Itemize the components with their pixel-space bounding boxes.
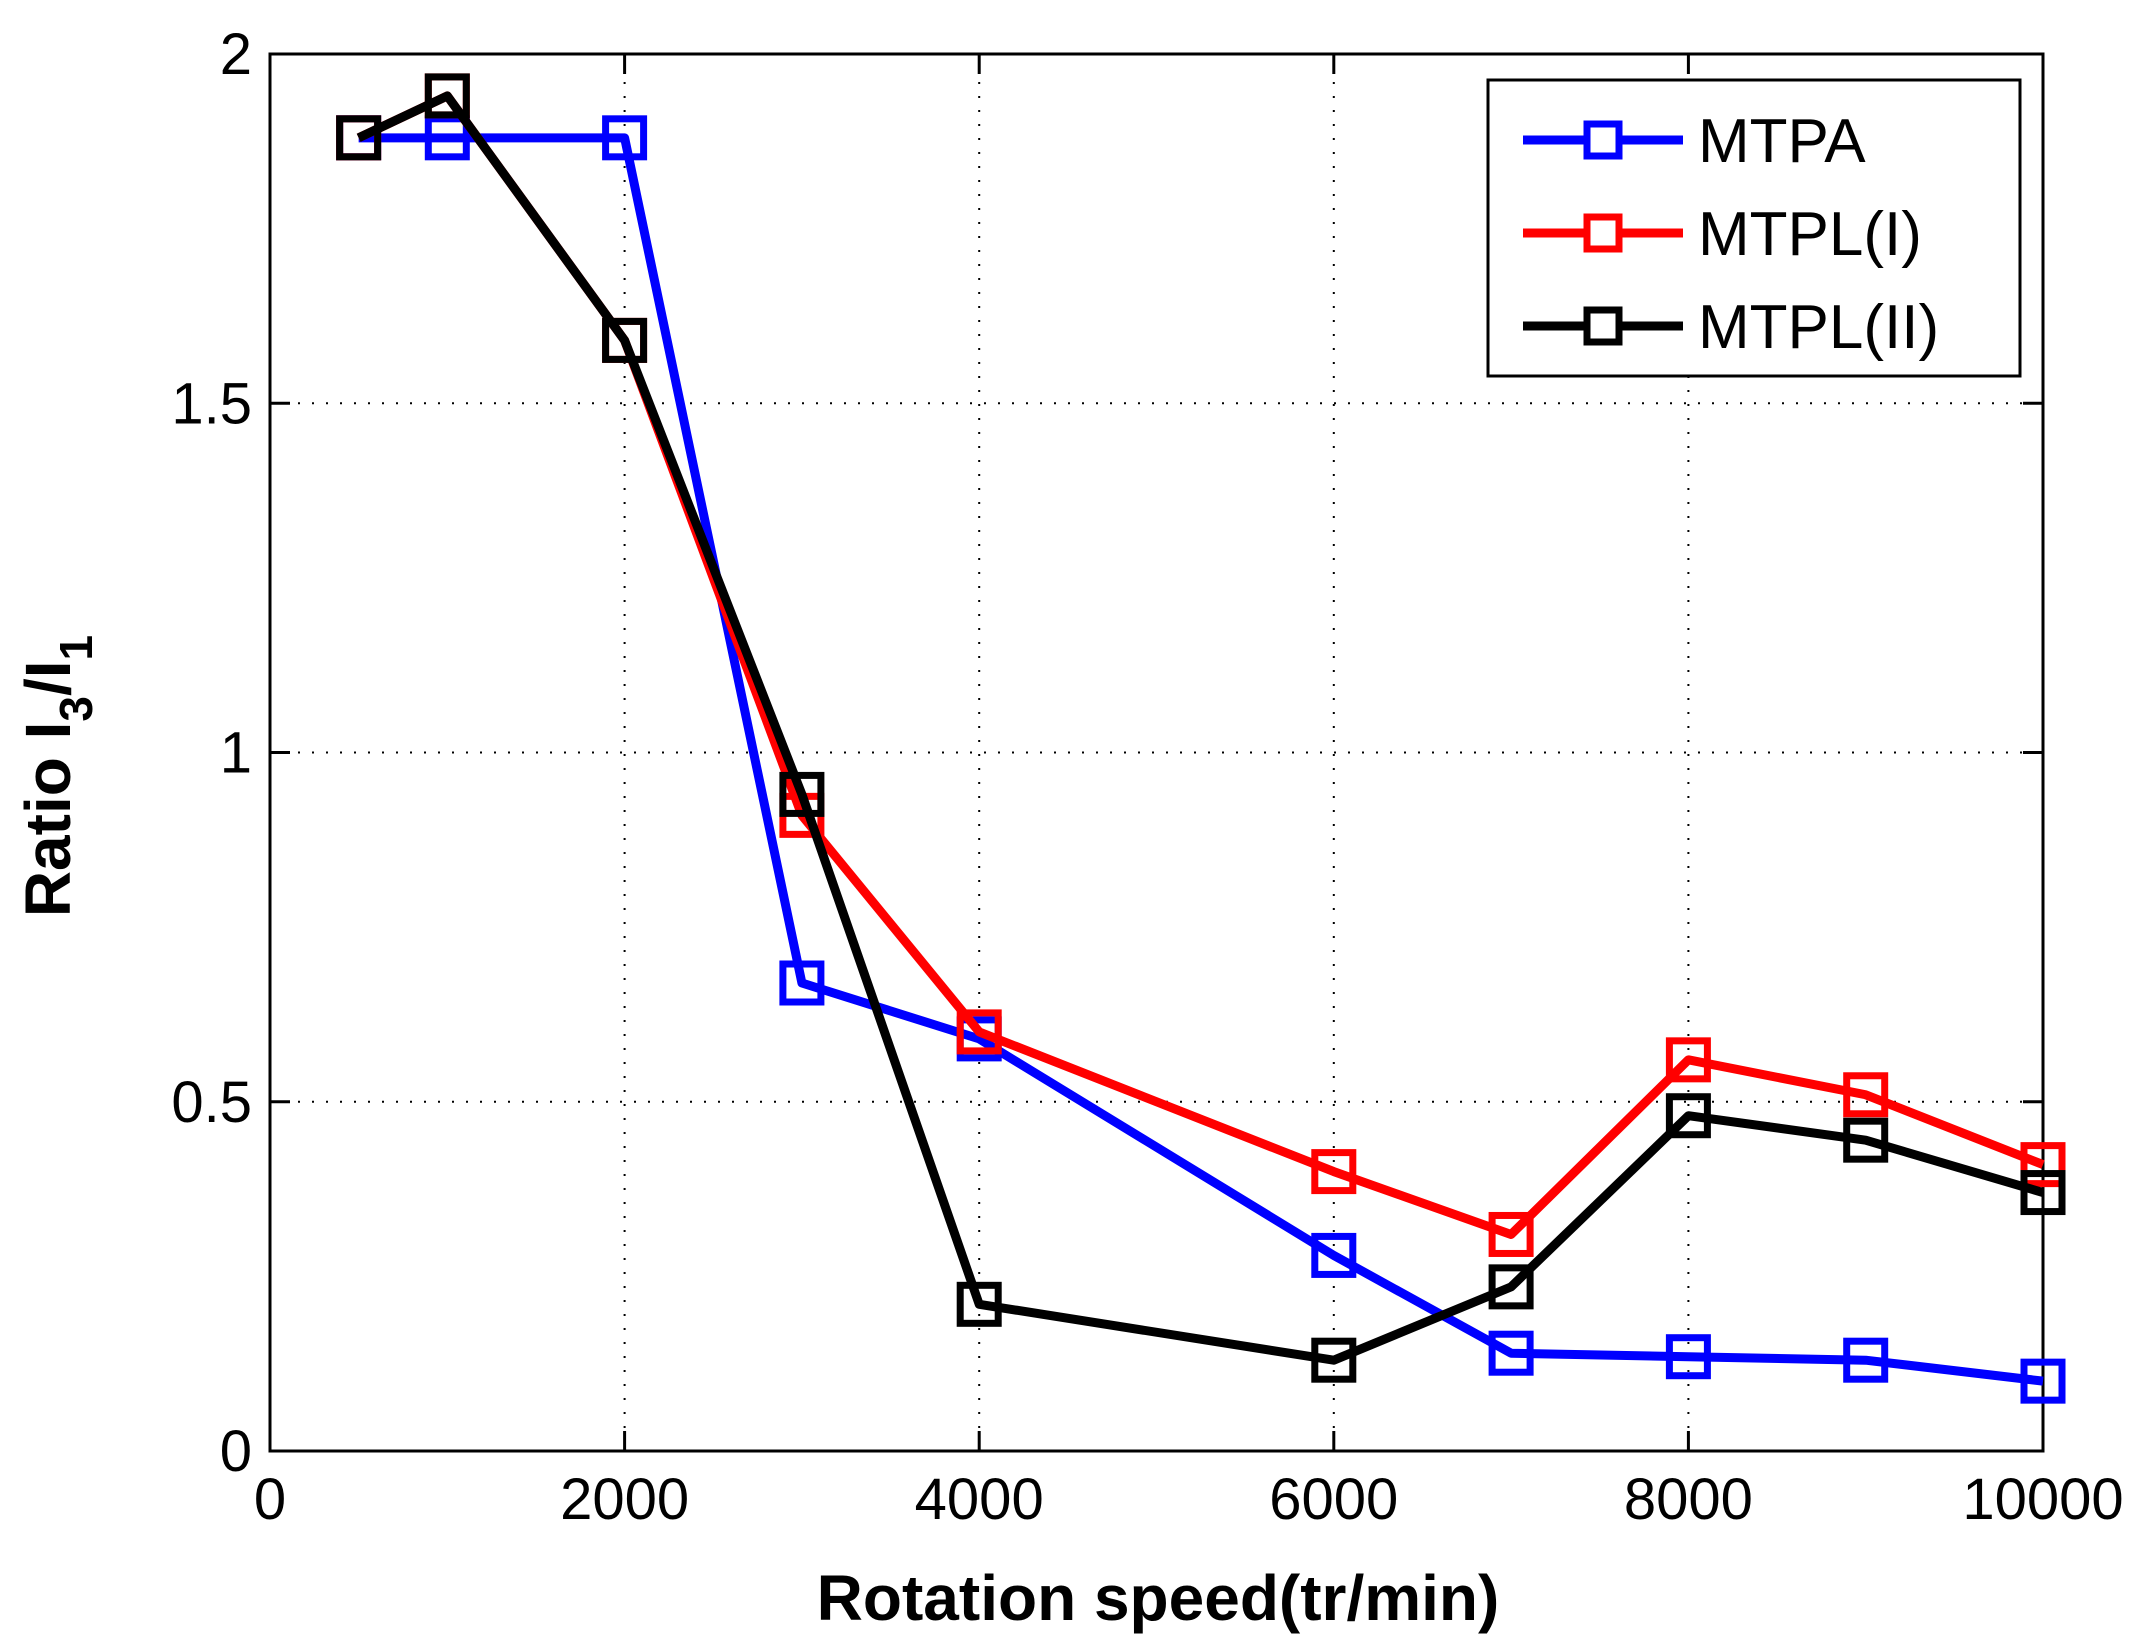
x-axis-title: Rotation speed(tr/min) xyxy=(817,1562,1500,1634)
data-point-mtpa xyxy=(1311,1232,1357,1278)
data-point-mtpl-ii xyxy=(956,1281,1002,1327)
grid xyxy=(270,54,2043,1451)
legend-entry-mtpa: MTPA xyxy=(1523,107,1866,176)
legend-label: MTPA xyxy=(1698,107,1866,176)
data-point-mtpa xyxy=(779,960,825,1006)
data-point-mtpl-ii xyxy=(602,317,648,363)
y-axis-title: Ratio I3/I1 xyxy=(12,635,102,917)
y-tick-label: 0 xyxy=(220,1419,252,1484)
y-tick-label: 1 xyxy=(220,721,252,786)
y-tick-label: 0.5 xyxy=(171,1070,252,1135)
y-axis-title-slash: /I xyxy=(12,660,84,696)
legend-marker xyxy=(1583,120,1623,160)
data-point-mtpl-ii xyxy=(336,115,382,161)
y-tick-label: 2 xyxy=(220,22,252,87)
series-line-mtpl-ii xyxy=(356,91,2045,1365)
legend-label: MTPL(II) xyxy=(1698,293,1939,362)
data-point-mtpl-i xyxy=(1843,1072,1889,1118)
data-point-mtpa xyxy=(1488,1330,1534,1376)
legend: MTPA MTPL(I) MTPL(II) xyxy=(1486,78,2022,378)
y-tick-label: 1.5 xyxy=(171,371,252,436)
series-layer xyxy=(336,73,2066,1404)
legend-label: MTPL(I) xyxy=(1698,200,1922,269)
data-point-mtpl-ii xyxy=(1488,1264,1534,1310)
y-axis-title-main: Ratio I xyxy=(12,722,84,918)
legend-marker xyxy=(1583,213,1623,253)
data-point-mtpl-i xyxy=(1488,1211,1534,1257)
data-point-mtpl-i xyxy=(1665,1037,1711,1083)
data-point-mtpa xyxy=(602,115,648,161)
legend-entry-mtpl-i: MTPL(I) xyxy=(1523,200,1922,269)
data-point-mtpa xyxy=(1665,1334,1711,1380)
data-point-mtpl-i xyxy=(1311,1149,1357,1195)
x-tick-label: 6000 xyxy=(1269,1467,1398,1532)
x-tick-label: 10000 xyxy=(1962,1467,2123,1532)
data-point-mtpl-ii xyxy=(1665,1093,1711,1139)
data-point-mtpa xyxy=(2020,1358,2066,1404)
data-point-mtpl-i xyxy=(956,1009,1002,1055)
data-point-mtpl-ii xyxy=(779,771,825,817)
data-point-mtpl-ii xyxy=(1843,1117,1889,1163)
x-tick-label: 8000 xyxy=(1624,1467,1753,1532)
series-line-mtpa xyxy=(358,133,2044,1386)
x-tick-label: 2000 xyxy=(560,1467,689,1532)
data-point-mtpl-ii xyxy=(2020,1170,2066,1216)
legend-marker xyxy=(1583,306,1623,346)
data-point-mtpl-ii xyxy=(1311,1337,1357,1383)
axis-ticks: 0 2000 4000 6000 8000 10000 0 0.5 1 1.5 2 xyxy=(171,22,2123,1532)
series-mtpl-ii xyxy=(336,73,2066,1383)
data-point-mtpl-ii xyxy=(424,73,470,119)
data-point-mtpa xyxy=(1843,1337,1889,1383)
y-axis-title-sub1: 3 xyxy=(50,696,102,722)
legend-entry-mtpl-ii: MTPL(II) xyxy=(1523,293,1939,362)
series-mtpa xyxy=(336,115,2066,1404)
data-point-mtpl-i xyxy=(2020,1142,2066,1188)
x-tick-label: 4000 xyxy=(915,1467,1044,1532)
data-point-mtpa xyxy=(424,115,470,161)
y-axis-title-sub2: 1 xyxy=(50,635,102,661)
x-tick-label: 0 xyxy=(254,1467,286,1532)
